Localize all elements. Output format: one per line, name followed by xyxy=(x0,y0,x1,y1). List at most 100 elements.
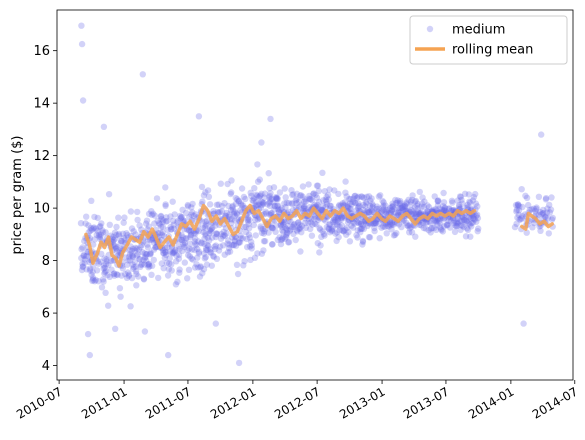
scatter-point xyxy=(102,261,110,268)
scatter-point xyxy=(320,197,327,204)
scatter-point xyxy=(188,211,195,218)
scatter-point xyxy=(100,123,108,130)
scatter-point xyxy=(541,213,549,220)
scatter-point xyxy=(329,224,336,231)
scatter-point xyxy=(151,212,158,219)
scatter-point xyxy=(226,241,233,248)
scatter-point xyxy=(270,199,277,206)
scatter-point xyxy=(308,232,316,239)
scatter-point xyxy=(381,208,388,215)
scatter-point xyxy=(336,227,343,234)
scatter-point xyxy=(518,186,525,193)
scatter-point xyxy=(327,205,334,212)
scatter-point xyxy=(189,200,196,208)
scatter-point xyxy=(433,217,440,224)
scatter-point xyxy=(138,261,145,269)
scatter-point xyxy=(318,206,326,213)
scatter-point xyxy=(215,201,222,208)
scatter-point xyxy=(115,232,123,239)
scatter-point xyxy=(387,204,394,212)
scatter-point xyxy=(88,271,95,278)
scatter-point xyxy=(164,272,172,279)
scatter-point xyxy=(228,242,236,249)
scatter-point xyxy=(120,234,128,242)
scatter-point xyxy=(155,220,163,227)
scatter-point xyxy=(424,208,432,215)
scatter-point xyxy=(202,254,209,261)
scatter-point xyxy=(79,260,86,267)
scatter-point xyxy=(454,218,461,225)
scatter-point xyxy=(532,207,539,215)
scatter-point xyxy=(162,249,169,256)
scatter-point xyxy=(347,195,354,203)
scatter-point xyxy=(403,219,410,227)
scatter-point xyxy=(237,207,244,214)
scatter-point xyxy=(422,225,429,232)
scatter-point xyxy=(467,233,474,240)
scatter-point xyxy=(170,221,177,228)
scatter-point xyxy=(518,215,525,222)
scatter-point xyxy=(297,248,304,255)
scatter-point xyxy=(189,256,196,263)
scatter-point xyxy=(258,198,265,206)
scatter-point xyxy=(519,203,526,211)
scatter-point xyxy=(384,222,391,230)
scatter-point xyxy=(452,222,459,229)
scatter-point xyxy=(445,217,452,225)
scatter-point xyxy=(177,215,184,222)
scatter-point xyxy=(542,196,550,203)
scatter-point xyxy=(423,219,430,226)
scatter-point xyxy=(176,212,184,220)
scatter-point xyxy=(403,199,410,206)
scatter-point xyxy=(140,275,147,282)
scatter-point xyxy=(281,218,288,226)
scatter-point xyxy=(388,226,395,233)
scatter-point xyxy=(313,182,321,189)
scatter-point xyxy=(253,202,261,209)
scatter-point xyxy=(218,203,226,210)
scatter-point xyxy=(378,207,385,215)
scatter-point xyxy=(120,219,127,226)
scatter-point xyxy=(184,275,191,282)
scatter-point xyxy=(89,274,97,282)
scatter-point xyxy=(156,221,163,228)
scatter-point xyxy=(428,224,436,232)
scatter-point xyxy=(264,201,271,208)
scatter-point xyxy=(319,228,326,235)
scatter-point xyxy=(454,220,461,227)
scatter-point xyxy=(214,231,221,238)
scatter-point xyxy=(195,248,203,256)
scatter-point xyxy=(448,197,456,204)
scatter-point xyxy=(249,197,256,204)
scatter-point xyxy=(539,210,546,217)
scatter-point xyxy=(353,232,360,239)
scatter-point xyxy=(464,201,471,209)
scatter-point xyxy=(107,257,115,264)
scatter-point xyxy=(92,276,99,284)
scatter-point xyxy=(221,251,228,258)
scatter-point xyxy=(164,217,171,225)
scatter-point xyxy=(544,205,551,212)
y-tick-label: 12 xyxy=(33,149,50,164)
scatter-point xyxy=(342,226,349,233)
scatter-point xyxy=(110,270,118,278)
scatter-point xyxy=(187,227,194,235)
scatter-point xyxy=(440,189,447,197)
scatter-point xyxy=(417,210,424,217)
scatter-point xyxy=(419,194,426,201)
scatter-point xyxy=(131,258,138,266)
scatter-point xyxy=(223,230,230,237)
scatter-point xyxy=(199,224,207,232)
scatter-point xyxy=(282,203,289,211)
scatter-point xyxy=(231,208,238,216)
scatter-point xyxy=(192,235,199,242)
scatter-point xyxy=(401,203,409,211)
scatter-point xyxy=(408,223,415,230)
scatter-point xyxy=(411,198,419,205)
scatter-point xyxy=(302,224,310,231)
scatter-point xyxy=(197,263,204,270)
scatter-point xyxy=(466,198,473,205)
scatter-point xyxy=(359,222,366,229)
scatter-point xyxy=(360,206,367,214)
scatter-point xyxy=(196,273,204,280)
